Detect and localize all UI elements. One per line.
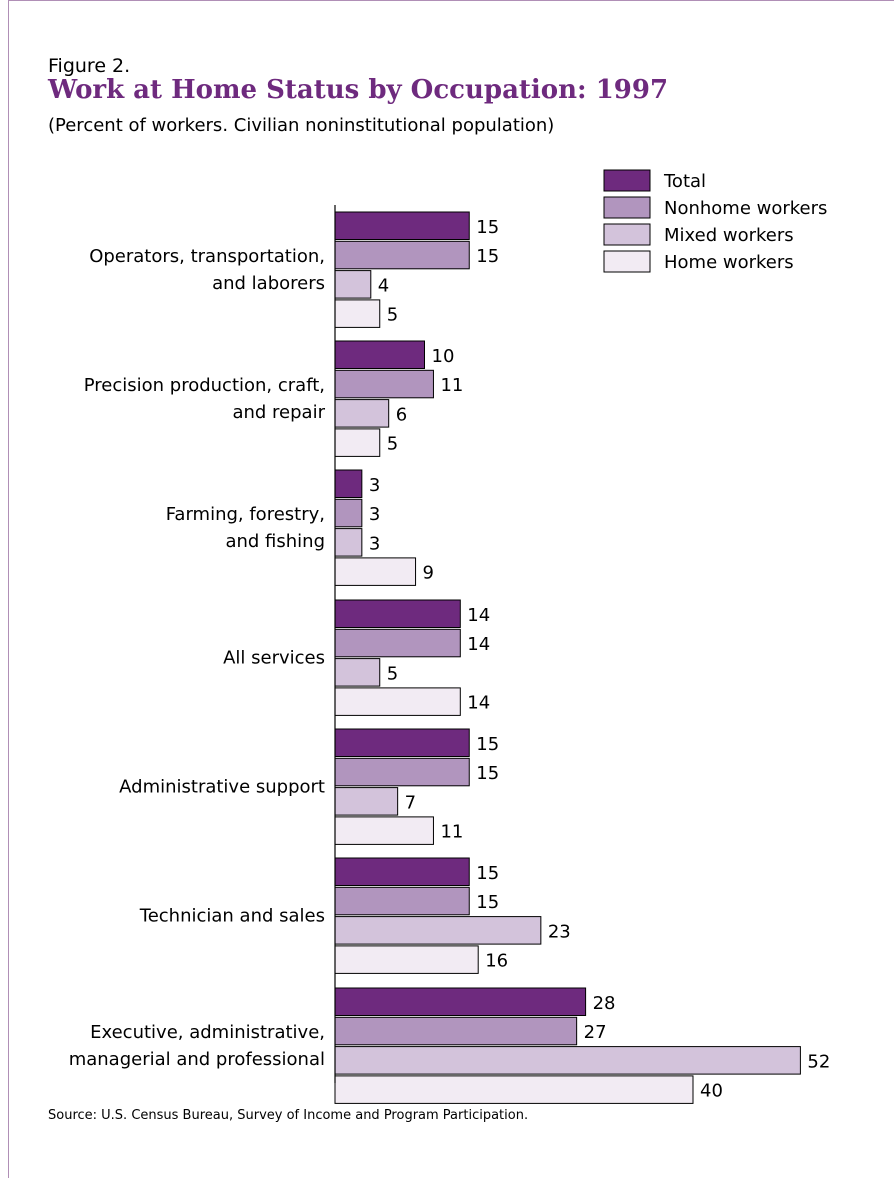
bar-6-1 (334, 1016, 578, 1046)
value-label-2-1: 3 (369, 504, 380, 525)
bar-5-0 (334, 857, 470, 886)
bar-1-3 (334, 428, 381, 457)
category-label-0-1: and laborers (212, 273, 325, 294)
bar-0-3 (334, 299, 381, 328)
value-label-6-1: 27 (584, 1022, 607, 1043)
category-label-5-0: Technician and sales (139, 906, 325, 927)
bar-1-1 (334, 369, 434, 399)
bar-6-2 (334, 1046, 801, 1075)
legend-label-3: Home workers (664, 252, 794, 273)
bar-6-3 (334, 1075, 694, 1104)
value-label-1-3: 5 (387, 434, 398, 455)
legend-swatch-2 (603, 223, 651, 246)
value-label-5-2: 23 (548, 921, 571, 942)
bar-4-2 (334, 787, 399, 816)
value-label-0-1: 15 (476, 246, 499, 267)
legend-swatch-3 (603, 250, 651, 273)
category-label-0-0: Operators, transportation, (89, 246, 325, 267)
bar-1-2 (334, 399, 390, 428)
bar-6-0 (334, 987, 587, 1016)
bar-3-2 (334, 658, 381, 687)
value-label-4-2: 7 (405, 792, 416, 813)
value-label-2-0: 3 (369, 475, 380, 496)
category-label-4-0: Administrative support (119, 777, 325, 798)
value-label-6-0: 28 (593, 993, 616, 1014)
value-label-4-1: 15 (476, 763, 499, 784)
chart-title: Work at Home Status by Occupation: 1997 (48, 75, 669, 105)
category-label-6-0: Executive, administrative, (90, 1022, 325, 1043)
value-label-3-1: 14 (467, 634, 490, 655)
category-label-3-0: All services (223, 648, 325, 669)
category-label-1-1: and repair (232, 402, 325, 423)
value-label-6-3: 40 (700, 1081, 723, 1102)
legend-swatch-1 (603, 196, 651, 219)
category-label-6-1: managerial and professional (69, 1049, 325, 1070)
value-label-0-2: 4 (378, 275, 389, 296)
category-label-2-0: Farming, forestry, (166, 504, 325, 525)
bar-4-3 (334, 816, 434, 845)
legend-label-1: Nonhome workers (664, 198, 827, 219)
value-label-3-0: 14 (467, 605, 490, 626)
value-label-6-2: 52 (807, 1051, 830, 1072)
value-label-0-3: 5 (387, 305, 398, 326)
value-label-4-0: 15 (476, 734, 499, 755)
chart-subtitle: (Percent of workers. Civilian noninstitu… (48, 115, 555, 136)
value-label-2-3: 9 (423, 563, 434, 584)
bar-2-1 (334, 498, 363, 528)
legend-label-0: Total (663, 171, 706, 192)
value-label-4-3: 11 (440, 822, 463, 843)
bar-3-3 (334, 687, 461, 716)
value-label-1-2: 6 (396, 404, 407, 425)
value-label-0-0: 15 (476, 217, 499, 238)
bar-5-1 (334, 886, 470, 916)
value-label-1-0: 10 (432, 346, 455, 367)
legend-swatch-0 (603, 169, 651, 192)
bar-4-1 (334, 757, 470, 787)
legend-label-2: Mixed workers (664, 225, 794, 246)
category-label-2-1: and fishing (225, 531, 325, 552)
value-label-3-2: 5 (387, 663, 398, 684)
bar-4-0 (334, 728, 470, 757)
bar-2-3 (334, 557, 417, 586)
bar-0-2 (334, 270, 372, 299)
value-label-5-1: 15 (476, 892, 499, 913)
bar-2-2 (334, 528, 363, 557)
value-label-3-3: 14 (467, 693, 490, 714)
bar-5-2 (334, 916, 542, 945)
figure-label: Figure 2. (48, 55, 131, 77)
value-label-5-3: 16 (485, 951, 508, 972)
bar-2-0 (334, 469, 363, 498)
bar-0-0 (334, 211, 470, 240)
value-label-2-2: 3 (369, 533, 380, 554)
value-label-1-1: 11 (440, 375, 463, 396)
source-note: Source: U.S. Census Bureau, Survey of In… (48, 1108, 529, 1123)
figure-frame (8, 0, 894, 1178)
bar-3-0 (334, 599, 461, 628)
category-label-1-0: Precision production, craft, (84, 375, 325, 396)
bar-3-1 (334, 628, 461, 658)
value-label-5-0: 15 (476, 863, 499, 884)
bar-0-1 (334, 240, 470, 270)
bar-5-3 (334, 945, 479, 974)
bar-1-0 (334, 340, 425, 369)
